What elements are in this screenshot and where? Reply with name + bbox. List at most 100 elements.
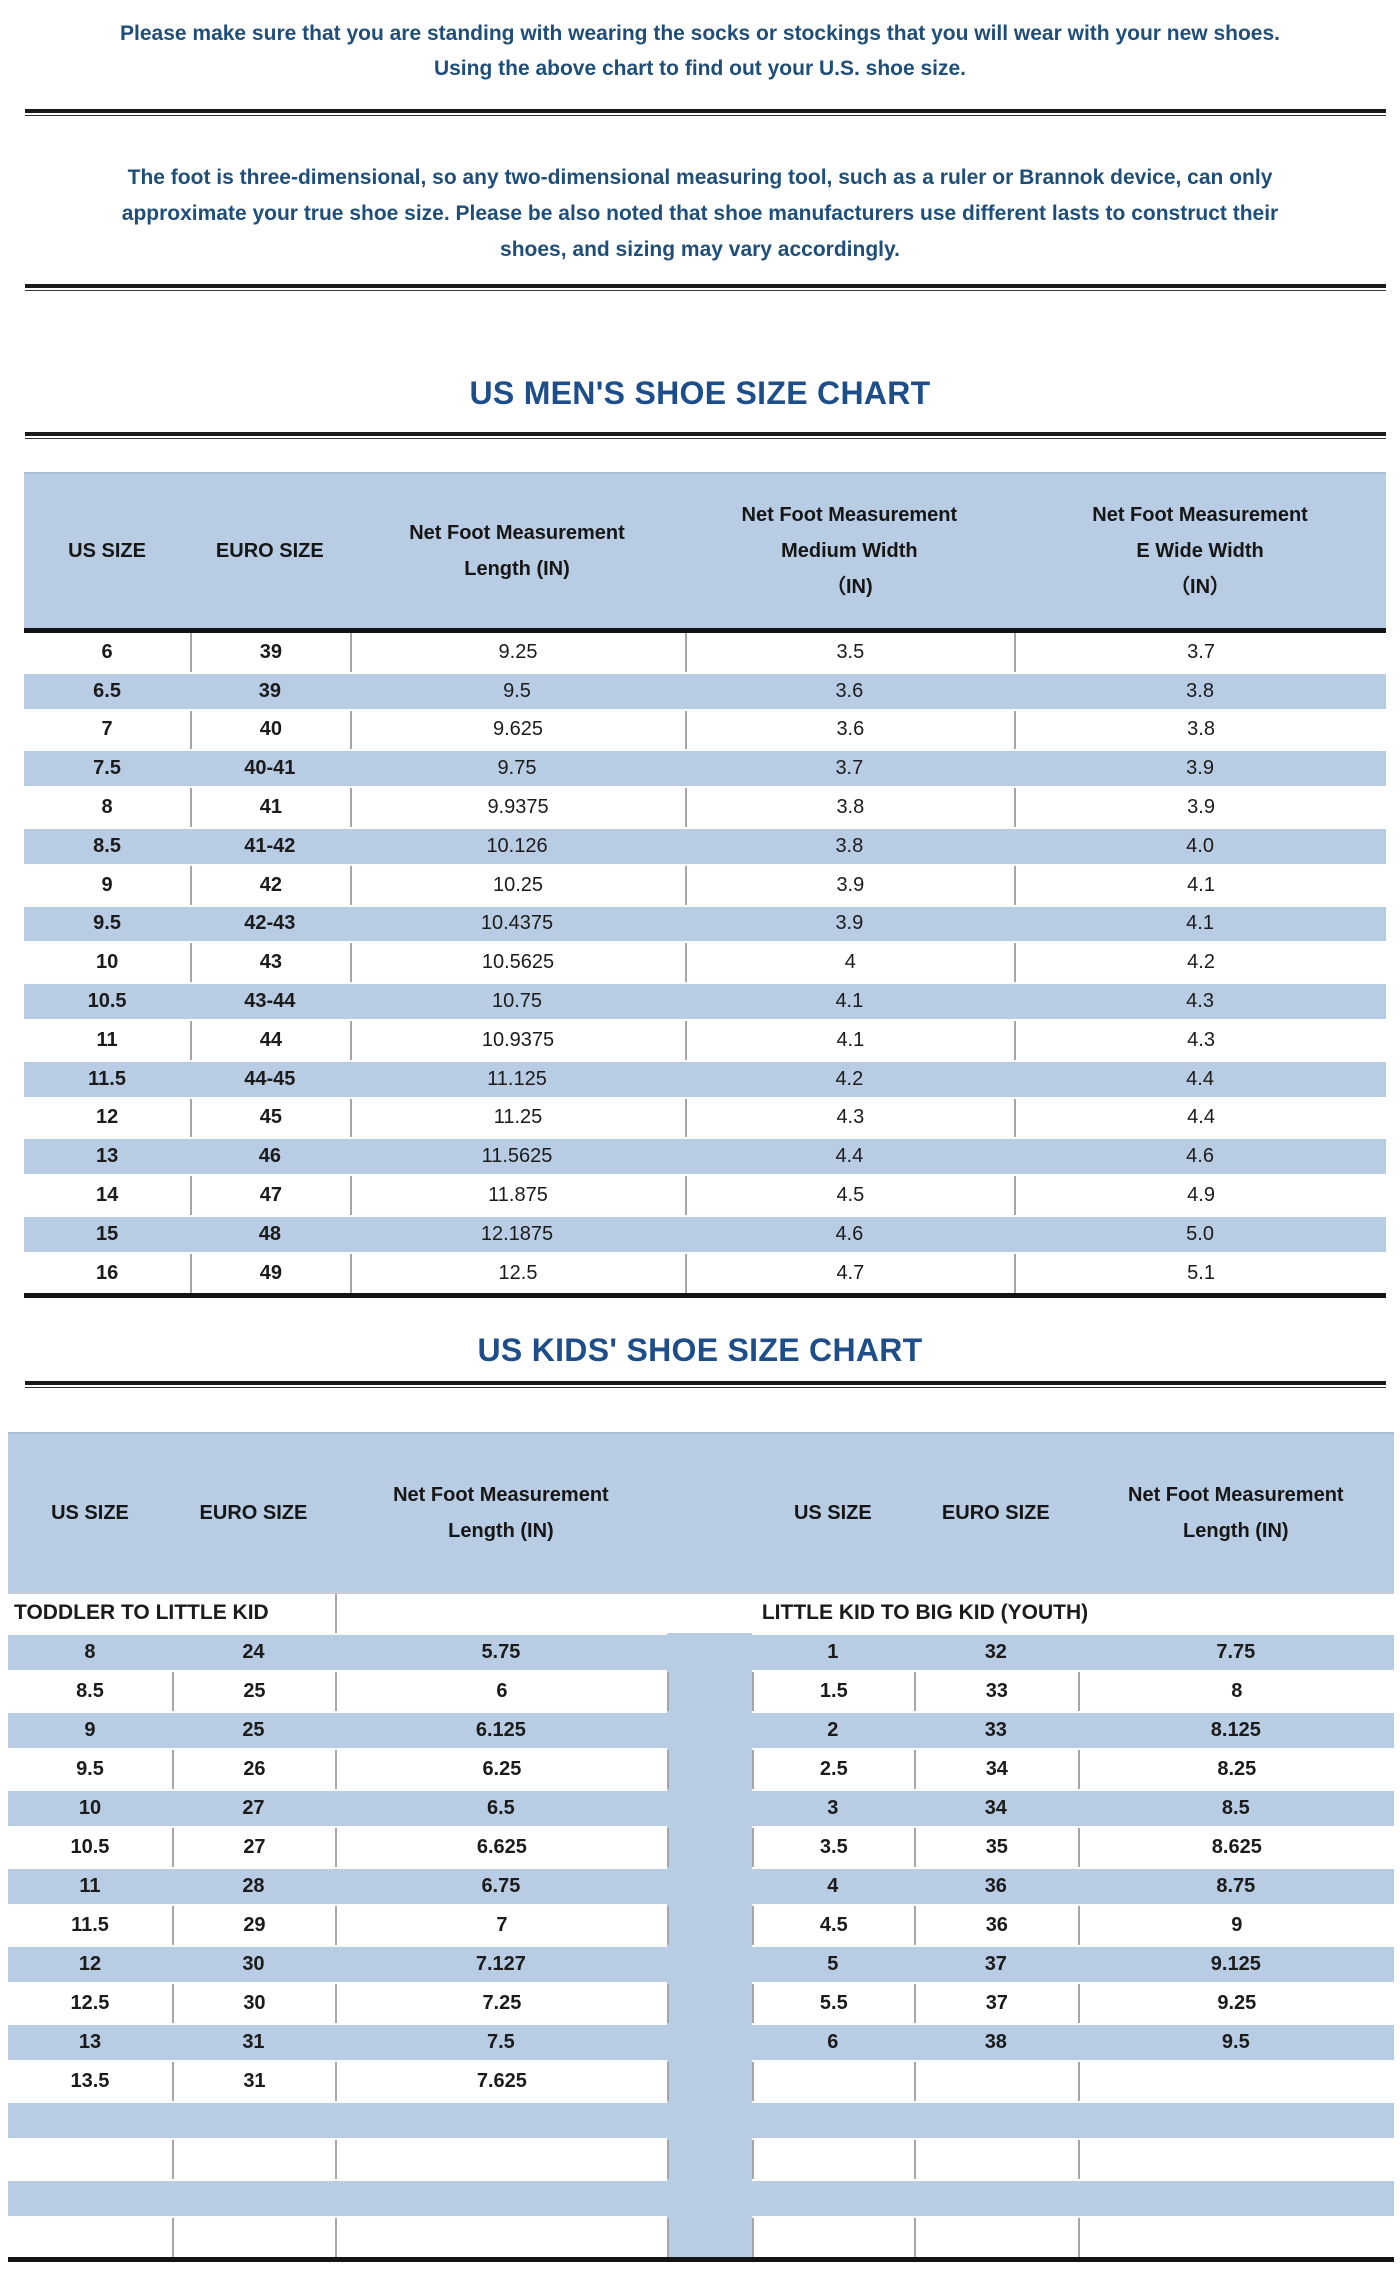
mens-cell: 3.7	[1014, 633, 1386, 672]
kids-section-label-row: TODDLER TO LITTLE KID LITTLE KID TO BIG …	[8, 1593, 1394, 1633]
mens-cell: 10.25	[349, 865, 685, 905]
mens-cell: 4.4	[1186, 1067, 1214, 1090]
mens-cell: 11.25	[349, 1098, 685, 1138]
mens-cell: 44-45	[244, 1067, 296, 1090]
column-header-medium-width: Net Foot Measurement Medium Width （IN)	[741, 504, 958, 598]
kids-size-row: 13.5 31 7.625	[8, 2061, 1394, 2101]
kids-cell: 30	[171, 1944, 335, 1984]
kids-cell: 5.75	[334, 1632, 667, 1672]
kids-cell: 35	[913, 1827, 1078, 1867]
mens-cell: 11.5	[88, 1067, 126, 1090]
disclaimer-line2: approximate your true shoe size. Please …	[121, 202, 1279, 225]
mens-cell: 41	[190, 788, 349, 827]
mens-cell: 3.9	[684, 865, 1015, 905]
kids-cell	[334, 2178, 667, 2218]
mens-cell: 16	[95, 1261, 119, 1284]
kids-cell: 6.25	[334, 1749, 667, 1789]
mens-cell: 48	[258, 1222, 281, 1245]
mens-cell: 10.4375	[480, 912, 554, 935]
disclaimer-line1: The foot is three-dimensional, so any tw…	[127, 166, 1273, 189]
mens-cell: 43-44	[244, 990, 296, 1013]
kids-cell: 3	[751, 1788, 914, 1828]
kids-table-header-row: US SIZE EURO SIZE Net Foot Measurement L…	[8, 1431, 1394, 1594]
kids-size-row: 10.5 27 6.625 3.5 35 8.625	[8, 1827, 1394, 1867]
mens-table-body: 6 39 9.25 3.5 3.7 6.5 39 9.5 3.6 3.8 7 40 9.625 3.6 3.…	[24, 633, 1386, 1293]
kids-cell	[334, 2217, 667, 2257]
kids-size-row: 9.5 26 6.25 2.5 34 8.25	[8, 1749, 1394, 1789]
kids-cell: 5.5	[751, 1983, 914, 2023]
kids-cell: 27	[171, 1827, 335, 1867]
kids-cell	[1077, 2217, 1394, 2257]
mens-cell: 3.5	[684, 633, 1015, 672]
table-spacer-column	[666, 1983, 752, 2023]
mens-size-table: US SIZE EURO SIZE Net Foot Measurement L…	[24, 472, 1386, 1298]
kids-cell	[751, 2178, 914, 2218]
mens-cell: 4.1	[1014, 865, 1386, 905]
mens-cell: 4.4	[1014, 1098, 1386, 1138]
kids-table-body: 8 24 5.75 1 32 7.75 8.5 25 6 1.5 33 8 9 25 6.125 2 33 8.1…	[8, 1632, 1394, 2257]
empty-cell	[334, 1593, 667, 1633]
kids-cell: 30	[171, 1983, 335, 2023]
kids-cell	[1077, 2139, 1394, 2179]
mens-cell: 4.9	[1014, 1176, 1386, 1215]
kids-cell	[334, 2100, 667, 2140]
kids-cell: 26	[171, 1749, 335, 1789]
mens-cell: 3.6	[835, 679, 864, 702]
kids-cell: 6.75	[334, 1866, 667, 1906]
mens-size-row: 15 48 12.1875 4.6 5.0	[24, 1214, 1386, 1254]
kids-cell	[171, 2139, 335, 2179]
kids-size-row: 12.5 30 7.25 5.5 37 9.25	[8, 1983, 1394, 2023]
mens-cell: 8.5	[93, 834, 121, 857]
mens-cell: 3.8	[1186, 679, 1214, 702]
mens-size-row: 8.5 41-42 10.126 3.8 4.0	[24, 826, 1386, 866]
mens-size-row: 10 43 10.5625 4 4.2	[24, 943, 1386, 983]
kids-cell: 25	[171, 1710, 335, 1750]
kids-cell: 31	[171, 2022, 335, 2062]
mens-size-row: 6.5 39 9.5 3.6 3.8	[24, 671, 1386, 711]
kids-cell: 4	[751, 1866, 914, 1906]
mens-cell: 44	[190, 1020, 349, 1060]
shoe-size-chart-document: Please make sure that you are standing w…	[0, 16, 1400, 2296]
mens-size-row: 11.5 44-45 11.125 4.2 4.4	[24, 1059, 1386, 1099]
mens-cell: 4.2	[1014, 943, 1386, 983]
mens-cell: 12	[95, 1106, 119, 1129]
mens-cell: 11.125	[487, 1067, 547, 1090]
kids-cell: 8.125	[1077, 1710, 1394, 1750]
table-spacer-column	[666, 1433, 752, 1592]
kids-cell: 9	[1077, 1905, 1394, 1945]
kids-cell: 6	[334, 1671, 667, 1711]
kids-size-row: 10 27 6.5 3 34 8.5	[8, 1788, 1394, 1828]
kids-cell	[171, 2178, 335, 2218]
kids-cell: 8.5	[8, 1671, 172, 1711]
mens-cell: 7.5	[93, 757, 121, 780]
mens-size-row: 10.5 43-44 10.75 4.1 4.3	[24, 982, 1386, 1021]
column-header-us-size-left: US SIZE	[51, 1501, 129, 1524]
mens-cell: 10.5625	[349, 943, 685, 983]
mens-cell: 10.126	[486, 834, 548, 857]
mens-cell: 10.9375	[349, 1020, 685, 1060]
kids-cell: 12	[8, 1944, 172, 1984]
table-spacer-column	[666, 2217, 752, 2257]
mens-cell: 7	[101, 718, 113, 741]
mens-cell: 39	[258, 679, 281, 702]
mens-size-row: 6 39 9.25 3.5 3.7	[24, 633, 1386, 672]
mens-cell: 4.0	[1186, 834, 1214, 857]
kids-table-bottom-rule	[8, 2256, 1394, 2262]
kids-cell: 37	[913, 1983, 1078, 2023]
mens-size-row: 9.5 42-43 10.4375 3.9 4.1	[24, 904, 1386, 944]
mens-cell: 10.5	[87, 990, 127, 1013]
kids-cell	[171, 2100, 335, 2140]
mens-cell: 8	[101, 796, 113, 819]
mens-cell: 40-41	[244, 757, 296, 780]
mens-cell: 5.0	[1186, 1222, 1214, 1245]
mens-cell: 12.5	[349, 1253, 685, 1293]
mens-chart-title: US MEN'S SHOE SIZE CHART	[469, 375, 931, 411]
kids-cell: 3.5	[751, 1827, 914, 1867]
kids-size-row: 8.5 25 6 1.5 33 8	[8, 1671, 1394, 1711]
table-spacer-column	[666, 1788, 752, 1828]
kids-cell	[913, 2217, 1078, 2257]
kids-cell: 9.5	[8, 1749, 172, 1789]
kids-cell: 8.5	[1077, 1788, 1394, 1828]
kids-cell	[8, 2139, 172, 2179]
kids-cell: 11	[8, 1866, 172, 1906]
